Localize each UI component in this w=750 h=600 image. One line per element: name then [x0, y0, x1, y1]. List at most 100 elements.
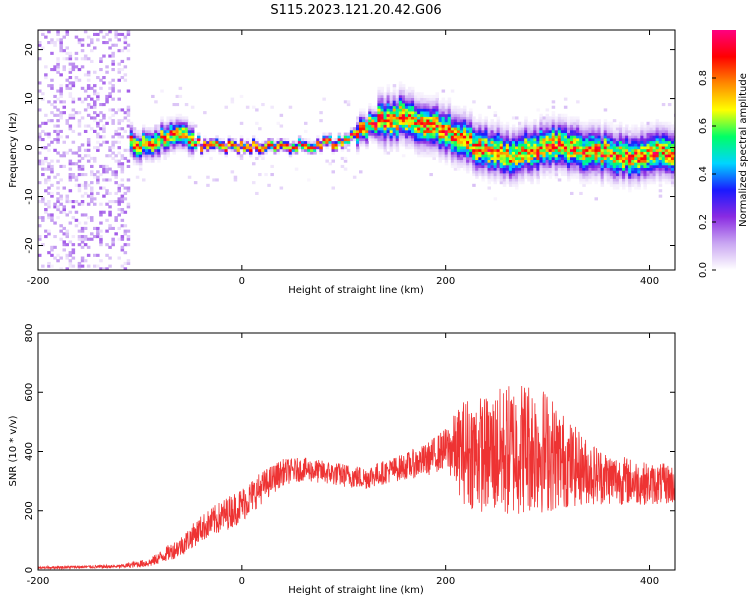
spectrogram-cell [603, 154, 608, 158]
spectrogram-cell [111, 173, 115, 177]
spectrogram-cell [169, 127, 173, 131]
spectrogram-cell [93, 46, 97, 50]
spectrogram-cell [548, 170, 553, 174]
spectrogram-cell [258, 154, 262, 158]
spectrogram-cell [573, 129, 577, 133]
spectrogram-cell [576, 129, 580, 133]
spectrogram-cell [362, 143, 366, 147]
spectrogram-cell [111, 121, 115, 125]
spectrogram-cell [606, 175, 611, 179]
spectrogram-cell [245, 138, 250, 142]
spectrogram-cell [618, 129, 623, 133]
spectrogram-cell [386, 94, 391, 98]
spectrogram-cell [138, 154, 143, 158]
spectrogram-cell [359, 111, 363, 115]
spectrogram-cell [386, 100, 391, 104]
spectrogram-cell [50, 213, 54, 217]
spectrogram-cell [120, 59, 125, 63]
spectrogram-cell [62, 57, 66, 61]
spectrogram-cell [603, 178, 608, 182]
spectrogram-cell [466, 156, 470, 160]
spectrogram-cell [53, 175, 57, 179]
spectrogram-cell [50, 218, 54, 222]
spectrogram-cell [374, 121, 378, 125]
spectrogram-cell [536, 162, 540, 166]
spectrogram-cell [227, 146, 232, 150]
spectrogram-cell [377, 138, 381, 142]
spectrogram-cell [59, 210, 63, 214]
spectrogram-cell [634, 178, 638, 182]
spectrogram-cell [496, 132, 501, 136]
spectrogram-cell [398, 81, 403, 85]
spectrogram-cell [411, 146, 415, 150]
spectrogram-cell [490, 140, 494, 144]
spectrogram-cell [285, 146, 290, 150]
spectrogram-cell [96, 148, 100, 152]
spectrogram-cell [172, 148, 176, 152]
spectrogram-cell [132, 129, 137, 133]
spectrogram-cell [612, 127, 617, 131]
spectrogram-cell [423, 111, 427, 115]
spectrogram-cell [68, 54, 73, 58]
spectrogram-cell [114, 132, 118, 136]
spectrogram-cell [62, 49, 66, 53]
spectrogram-cell [560, 135, 565, 139]
spectrogram-cell [652, 170, 657, 174]
spectrogram-cell [172, 135, 176, 139]
spectrogram-cell [524, 159, 528, 163]
spectrogram-cell [487, 140, 491, 144]
spectrogram-cell [404, 143, 409, 147]
spectrogram-cell [44, 208, 48, 212]
spectrogram-cell [392, 146, 397, 150]
spectrogram-cell [570, 191, 574, 195]
spectrogram-cell [487, 156, 491, 160]
spectrogram-cell [490, 156, 494, 160]
spectrogram-cell [545, 164, 550, 168]
spectrogram-cell [408, 97, 412, 101]
spectrogram-cell [343, 143, 348, 147]
spectrogram-cell [386, 97, 391, 101]
spectrogram-cell [594, 148, 598, 152]
spectrogram-cell [395, 100, 400, 104]
spectrogram-cell [138, 140, 143, 144]
spectrogram-cell [117, 127, 121, 131]
spectrogram-cell [560, 154, 565, 158]
spectrogram-cell [123, 116, 128, 120]
spectrogram-cell [47, 41, 51, 45]
spectrogram-cell [90, 105, 94, 109]
spectrogram-cell [377, 132, 381, 136]
spectrogram-cell [579, 129, 583, 133]
spectrogram-cell [432, 138, 436, 142]
spectrogram-cell [322, 132, 326, 136]
spectrogram-cell [472, 156, 476, 160]
spectrogram-cell [297, 143, 302, 147]
spectrogram-cell [383, 127, 387, 131]
spectrogram-cell [579, 191, 583, 195]
spectrogram-cell [175, 116, 180, 120]
spectrogram-cell [68, 113, 73, 117]
spectrogram-cell [264, 146, 268, 150]
spectrogram-cell [392, 129, 397, 133]
spectrogram-cell [441, 156, 446, 160]
spectrogram-cell [576, 143, 580, 147]
spectrogram-cell [395, 143, 400, 147]
spectrogram-cell [301, 138, 305, 142]
spectrogram-cell [181, 127, 186, 131]
spectrogram-cell [68, 162, 73, 166]
spectrogram-cell [138, 148, 143, 152]
spectrogram-cell [548, 143, 553, 147]
spectrogram-cell [444, 140, 449, 144]
spectrogram-cell [117, 256, 121, 260]
spectrogram-cell [539, 116, 543, 120]
spectrogram-cell [603, 151, 608, 155]
spectrogram-cell [484, 170, 488, 174]
spectrogram-cell [160, 151, 164, 155]
spectrogram-cell [667, 175, 672, 179]
spectrogram-cell [93, 116, 97, 120]
spectrogram-cell [447, 129, 452, 133]
spectrogram-cell [325, 146, 329, 150]
spectrogram-cell [441, 111, 446, 115]
spectrogram-cell [255, 140, 259, 144]
spectrogram-cell [417, 127, 421, 131]
spectrogram-cell [661, 146, 666, 150]
